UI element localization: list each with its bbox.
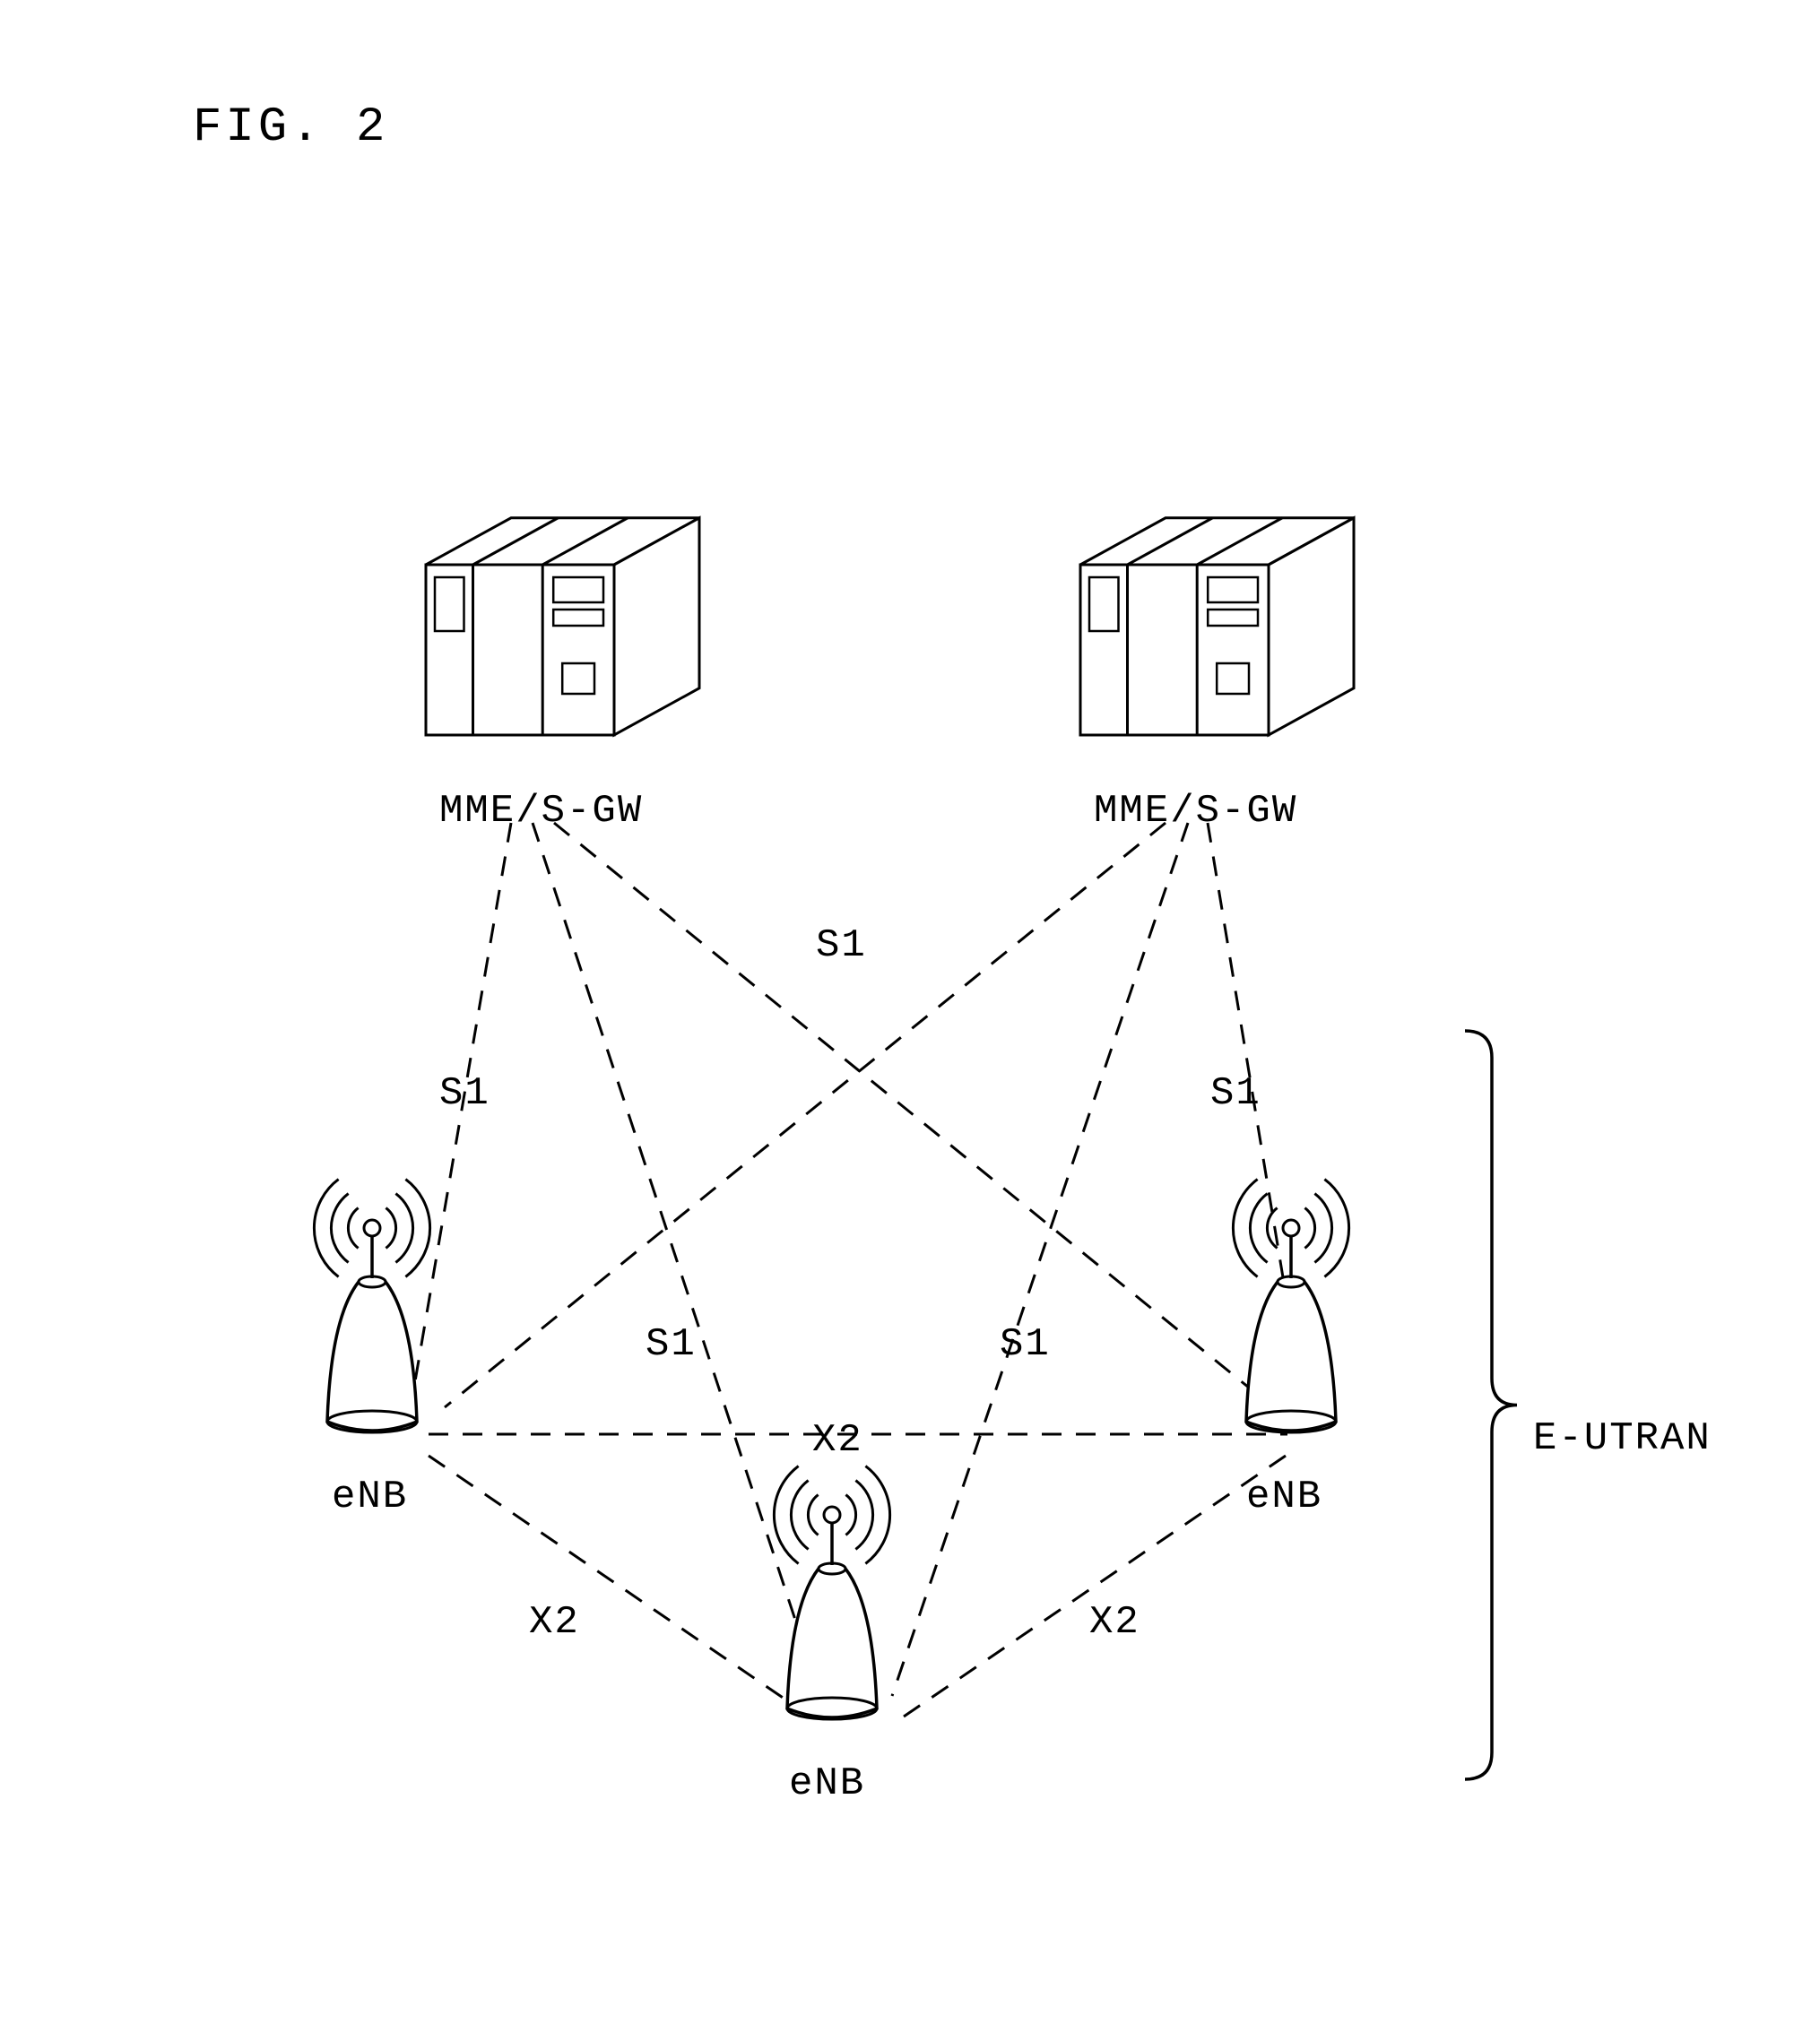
interface-label: S1 xyxy=(439,1071,490,1116)
interface-label: S1 xyxy=(646,1322,697,1367)
link-line xyxy=(554,823,1273,1407)
figure-canvas: FIG. 2 MME/S-GWMME/S-GWeNBeNBeNBS1S1S1S1… xyxy=(0,0,1820,2024)
interface-label: X2 xyxy=(529,1600,580,1645)
link-line xyxy=(904,1456,1286,1717)
brace xyxy=(1465,1031,1517,1779)
link-line xyxy=(429,1456,810,1717)
link-line xyxy=(533,823,820,1696)
link-line xyxy=(892,823,1188,1696)
interface-label: S1 xyxy=(1210,1071,1261,1116)
interface-label: S1 xyxy=(1000,1322,1051,1367)
server-label: MME/S-GW xyxy=(1094,789,1297,834)
server-label: MME/S-GW xyxy=(439,789,643,834)
enb-bottom xyxy=(774,1466,889,1719)
server-left xyxy=(426,518,699,735)
enb-right xyxy=(1233,1180,1348,1432)
enb-label: eNB xyxy=(789,1761,865,1806)
enb-label: eNB xyxy=(332,1475,408,1519)
link-line xyxy=(445,823,1166,1407)
interface-label: X2 xyxy=(812,1418,863,1463)
interface-label: X2 xyxy=(1089,1600,1140,1645)
enb-left xyxy=(314,1180,429,1432)
diagram-svg xyxy=(0,0,1820,2024)
enb-label: eNB xyxy=(1246,1475,1322,1519)
server-right xyxy=(1080,518,1354,735)
interface-label: S1 xyxy=(816,923,867,968)
brace-label: E-UTRAN xyxy=(1533,1416,1712,1461)
